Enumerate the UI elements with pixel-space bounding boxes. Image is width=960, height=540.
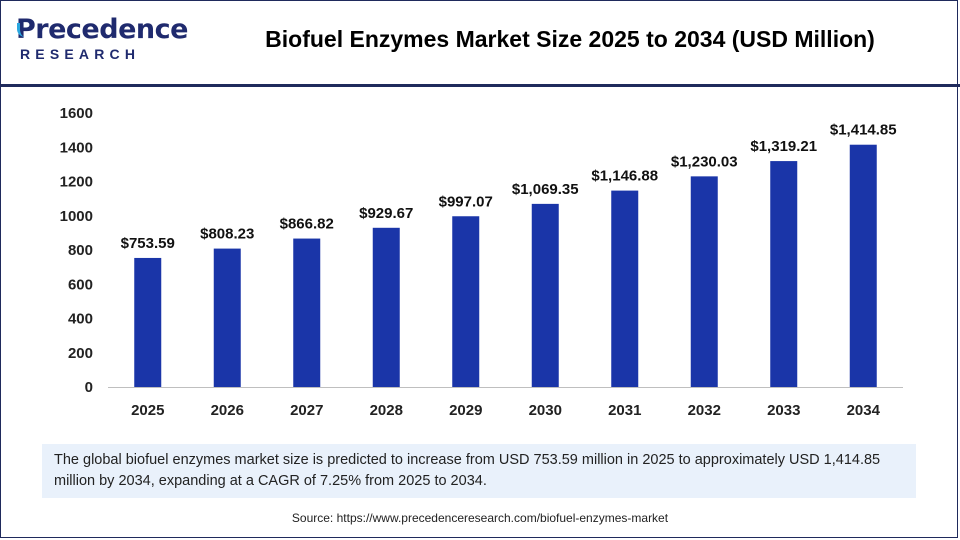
x-tick-label: 2028	[370, 402, 403, 419]
bar-2027	[293, 238, 321, 387]
bar-2025	[134, 257, 162, 387]
x-tick-label: 2030	[529, 402, 562, 419]
precedence-research-logo: Precedence RESEARCH	[16, 14, 188, 64]
bar-2032	[690, 176, 718, 387]
header: Precedence RESEARCH Biofuel Enzymes Mark…	[0, 0, 960, 84]
bar-2030	[531, 203, 559, 387]
bar-2033	[770, 161, 798, 387]
y-tick-label: 600	[68, 276, 93, 293]
x-tick-label: 2033	[767, 402, 800, 419]
chart-title: Biofuel Enzymes Market Size 2025 to 2034…	[265, 26, 875, 52]
bar-2028	[372, 227, 400, 387]
x-tick-label: 2025	[131, 402, 164, 419]
x-tick-label: 2032	[688, 402, 721, 419]
summary-note: The global biofuel enzymes market size i…	[42, 444, 916, 498]
data-label-2025: $753.59	[121, 235, 175, 252]
x-axis: 2025 2026 2027 2028 2029 2030 2031 2032 2033 2034	[108, 387, 903, 419]
y-tick-label: 1600	[60, 105, 93, 122]
y-tick-label: 1400	[60, 139, 93, 156]
data-label-2030: $1,069.35	[512, 181, 579, 198]
bar-chart: 0 200 400 600 800 1000 1200 1400 1600 $753.59 $80…	[60, 105, 903, 419]
bar-2034	[849, 144, 877, 387]
data-label-2034: $1,414.85	[830, 122, 897, 139]
y-tick-label: 800	[68, 242, 93, 259]
y-tick-label: 400	[68, 311, 93, 328]
data-label-2029: $997.07	[439, 193, 493, 210]
source-citation: Source: https://www.precedenceresearch.c…	[291, 511, 669, 525]
logo-subtitle: RESEARCH	[20, 46, 141, 62]
logo-name: recedence	[35, 14, 188, 45]
y-tick-label: 1000	[60, 208, 93, 225]
x-tick-label: 2026	[211, 402, 244, 419]
bar-2031	[611, 190, 639, 387]
bar-2029	[452, 216, 480, 387]
y-axis: 0 200 400 600 800 1000 1200 1400 1600	[60, 105, 93, 396]
y-tick-label: 0	[85, 379, 93, 396]
data-label-2028: $929.67	[359, 205, 413, 222]
data-labels: $753.59 $808.23 $866.82 $929.67 $997.07 $1,06…	[121, 122, 897, 252]
data-label-2032: $1,230.03	[671, 153, 738, 170]
data-label-2027: $866.82	[280, 216, 334, 233]
bar-2026	[213, 248, 241, 387]
x-tick-label: 2029	[449, 402, 482, 419]
x-tick-label: 2027	[290, 402, 323, 419]
y-tick-label: 200	[68, 345, 93, 362]
data-label-2026: $808.23	[200, 226, 254, 243]
logo-wordmark: Precedence	[16, 14, 188, 45]
header-divider	[0, 84, 960, 87]
data-label-2031: $1,146.88	[591, 168, 658, 185]
bars	[134, 144, 877, 387]
data-label-2033: $1,319.21	[750, 138, 817, 155]
logo-accent-icon	[17, 23, 31, 37]
x-tick-label: 2031	[608, 402, 641, 419]
y-tick-label: 1200	[60, 174, 93, 191]
x-tick-label: 2034	[847, 402, 881, 419]
